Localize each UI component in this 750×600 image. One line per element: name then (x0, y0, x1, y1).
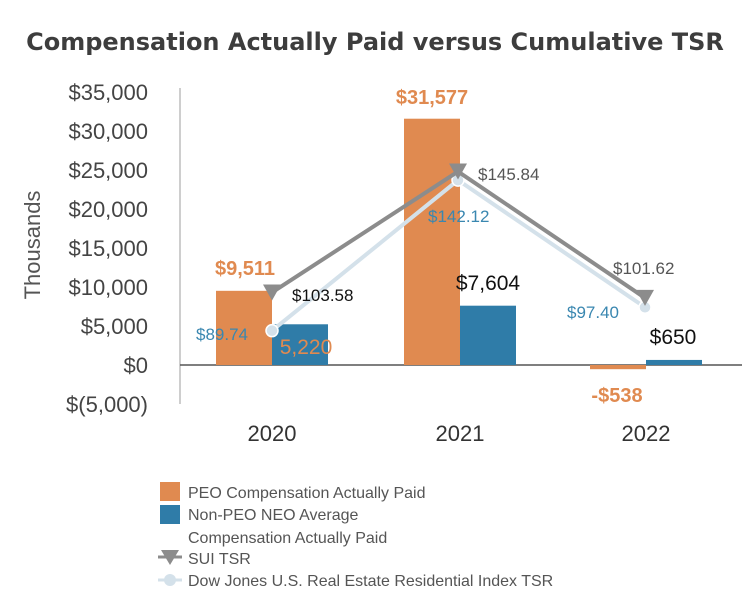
bar-peo-2021 (404, 118, 460, 365)
sui-tsr-label: $101.62 (613, 259, 674, 278)
x-tick-label: 2020 (248, 421, 297, 446)
y-tick-label: $5,000 (81, 314, 148, 339)
x-tick-label: 2021 (436, 421, 485, 446)
sui-tsr-marker (636, 289, 654, 306)
x-axis: 2020 2021 2022 (248, 421, 671, 446)
sui-tsr-marker (449, 163, 467, 180)
legend-label-dow-jones: Dow Jones U.S. Real Estate Residential I… (188, 573, 553, 590)
y-axis-title: Thousands (20, 191, 45, 300)
y-tick-label: $35,000 (68, 80, 148, 105)
y-tick-label: $0 (124, 353, 148, 378)
x-tick-label: 2022 (622, 421, 671, 446)
bars (216, 118, 702, 370)
peo-value-label: -$538 (591, 385, 642, 407)
tsr-lines (263, 163, 654, 338)
y-tick-label: $30,000 (68, 119, 148, 144)
legend-marker-dow-jones (164, 574, 176, 586)
bar-peo-2020 (216, 290, 272, 365)
bar-peo-2022 (590, 365, 646, 370)
dow-jones-tsr-label: $142.12 (428, 207, 489, 226)
legend-label-non-peo-line2: Compensation Actually Paid (188, 530, 387, 547)
y-tick-label: $(5,000) (66, 392, 148, 417)
bar-non-peo-2020 (272, 324, 328, 365)
sui-tsr-label: $103.58 (292, 286, 353, 305)
peo-value-label: $9,511 (215, 258, 275, 280)
y-tick-label: $25,000 (68, 158, 148, 183)
legend-label-non-peo-line1: Non-PEO NEO Average (188, 507, 359, 524)
legend: PEO Compensation Actually Paid Non-PEO NE… (158, 482, 553, 590)
peo-value-label: $31,577 (396, 87, 468, 109)
y-tick-label: $20,000 (68, 197, 148, 222)
sui-tsr-marker (263, 284, 281, 301)
bar-non-peo-2021 (460, 305, 516, 365)
non-peo-value-label: $650 (650, 326, 697, 349)
legend-swatch-peo (160, 482, 180, 501)
legend-swatch-non-peo (160, 505, 180, 524)
non-peo-value-label: $7,604 (456, 272, 521, 295)
dow-jones-tsr-point (265, 323, 279, 338)
non-peo-value-label: 5,220 (280, 336, 333, 359)
legend-marker-sui (161, 550, 179, 565)
data-labels: $9,511 $31,577 -$538 5,220 $7,604 $650 $103.58… (196, 87, 696, 407)
dow-jones-tsr-label: $97.40 (567, 303, 619, 322)
y-tick-label: $15,000 (68, 236, 148, 261)
legend-label-sui: SUI TSR (188, 551, 251, 568)
dow-jones-tsr-label: $89.74 (196, 325, 248, 344)
y-axis: $35,000 $30,000 $25,000 $20,000 $15,000 $10,0… (66, 80, 148, 417)
chart-title: Compensation Actually Paid versus Cumula… (26, 28, 724, 56)
sui-tsr-label: $145.84 (478, 165, 539, 184)
legend-label-peo: PEO Compensation Actually Paid (188, 485, 425, 502)
y-tick-label: $10,000 (68, 275, 148, 300)
bar-non-peo-2022 (646, 359, 702, 365)
